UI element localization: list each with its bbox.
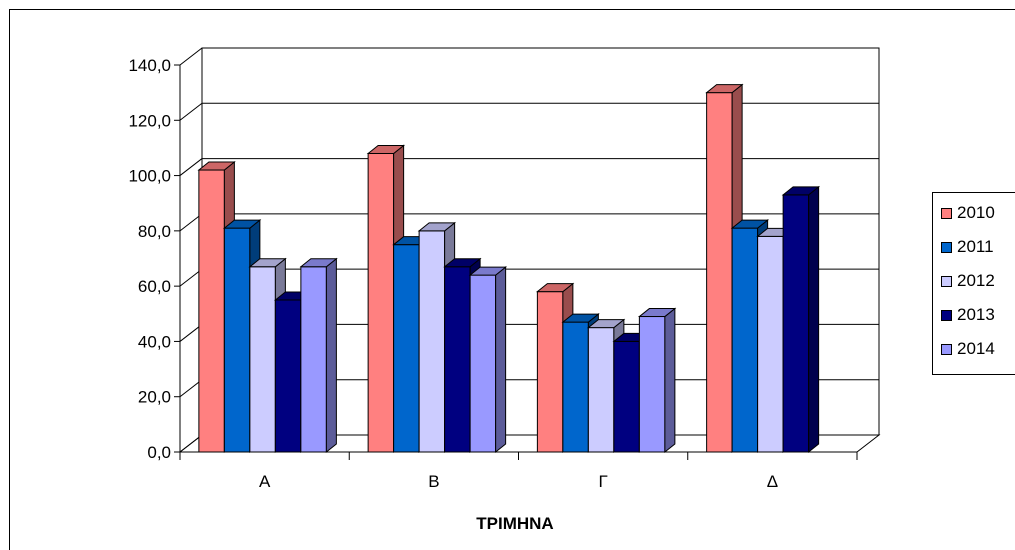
bar-top: [197, 161, 236, 171]
legend-label: 2012: [957, 271, 995, 290]
bar-front: [536, 291, 564, 453]
bar-side: [808, 185, 820, 454]
bar-front: [587, 327, 615, 453]
side-gridline: [179, 379, 203, 398]
bar-2014-Γ: [637, 307, 677, 454]
legend-item: 2013: [941, 305, 995, 325]
bar-front: [418, 230, 446, 453]
bar-front: [367, 152, 395, 453]
bar-front: [249, 266, 276, 453]
bar-top: [443, 258, 482, 268]
legend-item: 2010: [941, 203, 995, 223]
x-tick-label: Α: [259, 472, 271, 491]
side-gridline: [179, 324, 203, 342]
bar-top: [637, 308, 677, 318]
bar-side: [664, 307, 676, 454]
side-gridline: [179, 268, 203, 287]
legend-label: 2010: [957, 203, 995, 222]
bar-front: [562, 321, 589, 453]
y-tick-label: 60,0: [138, 277, 171, 296]
bar-top: [586, 319, 626, 329]
bar-front: [469, 274, 497, 453]
bar-top: [366, 144, 406, 154]
y-tick-label: 140,0: [128, 56, 171, 75]
legend-label: 2011: [957, 237, 994, 256]
bar-front: [393, 244, 420, 453]
x-axis-title: ΤΡΙΜΗΝΑ: [476, 514, 553, 533]
bar-top: [248, 258, 287, 268]
bar-2014-Β: [468, 266, 508, 454]
y-tick-label: 120,0: [128, 111, 171, 130]
bar-side: [495, 266, 507, 454]
legend-item: 2014: [941, 339, 995, 359]
bar-2011-Δ: [730, 219, 770, 454]
bar-front: [638, 316, 666, 453]
bar-front: [444, 266, 471, 453]
side-gridline: [179, 434, 203, 453]
legend-item: 2011: [941, 237, 994, 257]
bar-2013-Δ: [781, 185, 821, 454]
legend-swatch: [941, 207, 952, 219]
bar-top: [417, 222, 457, 232]
bar-top: [781, 186, 821, 196]
side-gridline: [179, 47, 203, 66]
y-tick-label: 20,0: [138, 388, 171, 407]
bar-front: [731, 227, 759, 453]
bar-front: [198, 169, 225, 453]
legend-label: 2014: [957, 339, 995, 358]
bar-top: [705, 84, 744, 94]
bar-layer: [197, 83, 821, 454]
bar-front: [706, 92, 733, 453]
x-tick-label: Δ: [767, 472, 778, 491]
label-layer: 0,0 20,0 40,0 60,0 80,0 100,0 120,0 140,0 Α Β Γ Δ: [128, 56, 778, 491]
bar-top: [299, 258, 338, 268]
bar-front: [300, 266, 327, 453]
bar-front: [223, 227, 251, 453]
legend-swatch: [941, 343, 952, 355]
legend-label: 2013: [957, 305, 995, 324]
bar-top: [468, 266, 508, 276]
bar-top: [730, 219, 770, 229]
y-tick-label: 100,0: [128, 167, 171, 186]
bar-front: [782, 194, 810, 453]
bar-side: [325, 257, 337, 454]
legend-swatch: [941, 275, 952, 287]
side-gridline: [179, 213, 203, 232]
x-tick-label: Β: [428, 472, 439, 491]
y-tick-label: 80,0: [138, 222, 171, 241]
legend-swatch: [941, 309, 952, 321]
bar-top: [561, 313, 600, 323]
bar-front: [613, 340, 640, 453]
legend: 2010 2011 2012 2013 2014: [932, 192, 1015, 375]
y-tick-label: 0,0: [147, 443, 171, 462]
bar-top: [535, 283, 575, 293]
y-tick-label: 40,0: [138, 332, 171, 351]
bar-top: [222, 219, 262, 229]
legend-item: 2012: [941, 271, 995, 291]
side-gridline: [179, 102, 203, 121]
bar-2014-Α: [299, 257, 338, 454]
legend-swatch: [941, 241, 952, 253]
x-tick-label: Γ: [598, 472, 607, 491]
bar-front: [757, 235, 784, 453]
bar-front: [274, 299, 302, 453]
side-gridline: [179, 158, 203, 176]
